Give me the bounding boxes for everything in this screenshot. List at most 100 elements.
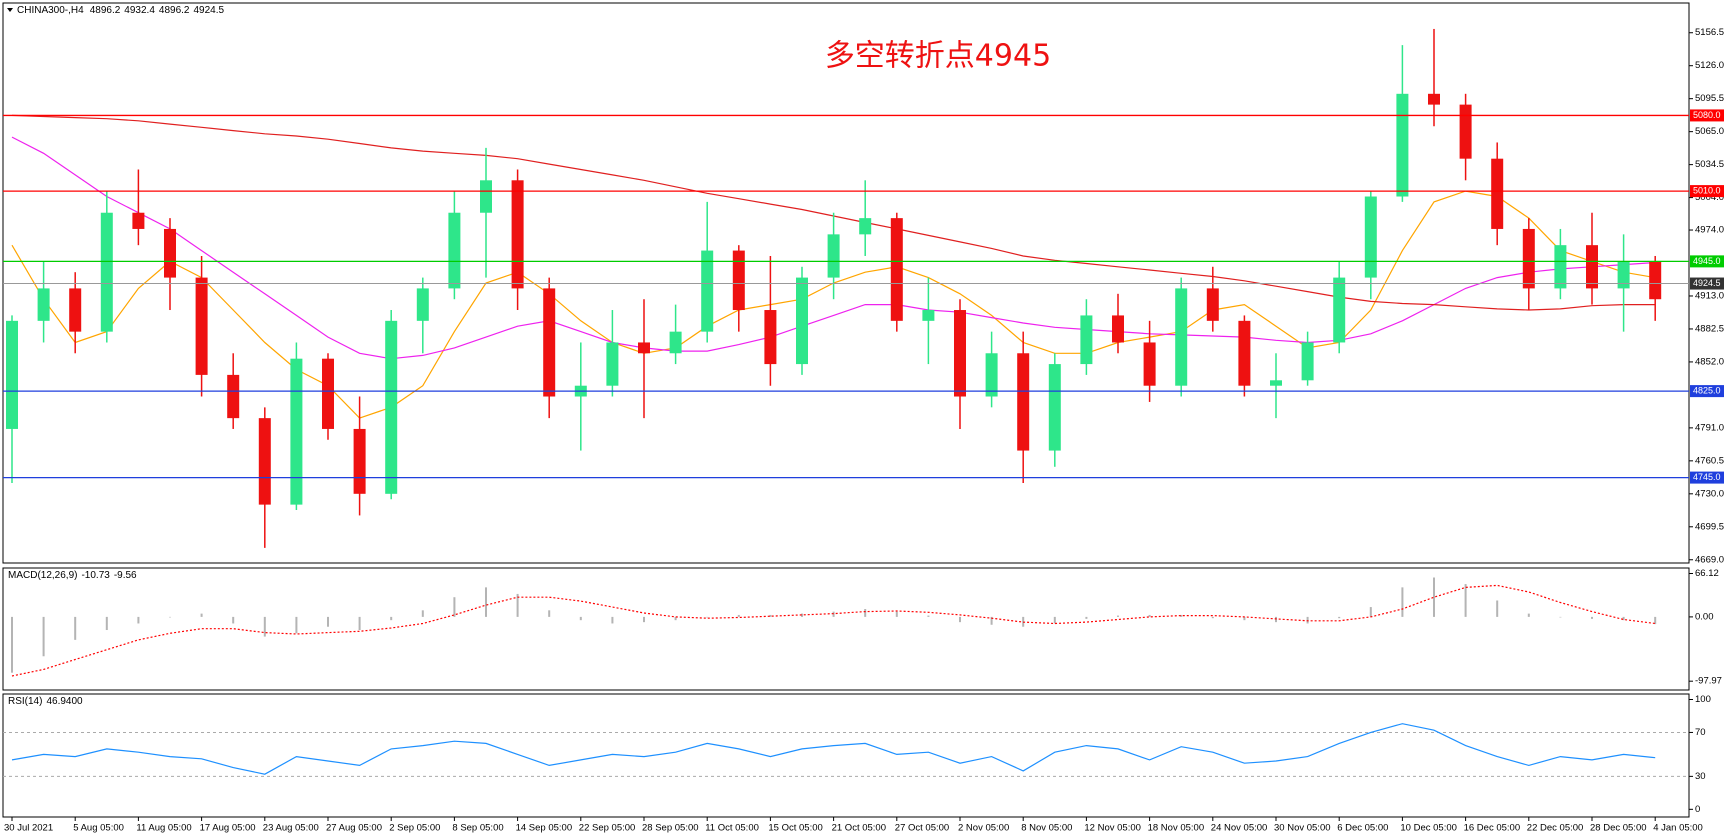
x-tick-label: 11 Oct 05:00 xyxy=(705,823,759,834)
macd-bar xyxy=(927,615,930,617)
x-tick-label: 28 Dec 05:00 xyxy=(1590,823,1647,834)
macd-bar xyxy=(516,593,519,617)
menu-triangle xyxy=(7,8,13,12)
candle-body xyxy=(922,310,935,321)
y-tick-label: 0.00 xyxy=(1695,611,1714,622)
candle-body xyxy=(1301,342,1314,381)
macd-label: MACD(12,26,9) xyxy=(8,570,77,581)
x-tick-label: 24 Nov 05:00 xyxy=(1211,823,1268,834)
macd-bar xyxy=(1369,607,1372,617)
candle-body xyxy=(638,342,650,354)
candle-body xyxy=(448,212,461,289)
y-tick-label: 4730.0 xyxy=(1695,488,1724,499)
symbol: CHINA300-,H4 xyxy=(17,5,84,16)
macd-bar xyxy=(327,616,329,627)
moving-average xyxy=(11,136,1656,360)
y-tick-label: 70 xyxy=(1695,727,1706,738)
level-label: 4945.0 xyxy=(1693,256,1721,266)
candle-body xyxy=(796,277,808,365)
candle-body xyxy=(37,288,50,321)
macd-bar xyxy=(200,613,203,617)
x-tick-label: 22 Dec 05:00 xyxy=(1527,823,1584,834)
main-panel xyxy=(2,2,1690,564)
candle-body xyxy=(827,234,840,278)
level-label: 5010.0 xyxy=(1693,185,1721,195)
quote-high: 4932.4 xyxy=(124,5,155,16)
y-tick-label: 4852.0 xyxy=(1695,356,1724,367)
candle-body xyxy=(164,228,176,278)
candle-body xyxy=(1080,315,1093,365)
x-tick-label: 6 Dec 05:00 xyxy=(1337,823,1388,834)
candle-body xyxy=(1586,245,1598,289)
candle-body xyxy=(890,218,903,321)
macd-bar xyxy=(1085,616,1088,619)
macd-readout: -10.73 xyxy=(81,570,110,581)
candle-body xyxy=(100,212,113,332)
x-tick-label: 22 Sep 05:00 xyxy=(579,823,636,834)
candle-body xyxy=(1459,104,1472,159)
x-tick-label: 27 Oct 05:00 xyxy=(895,823,949,834)
annotation: 多空转折点4945 xyxy=(825,39,1051,74)
x-tick-label: 28 Sep 05:00 xyxy=(642,823,699,834)
macd-bar xyxy=(864,609,867,617)
macd-bar xyxy=(1275,616,1277,623)
quote-low: 4896.2 xyxy=(159,5,190,16)
quote-close: 4924.5 xyxy=(193,5,224,16)
main-header: CHINA300-,H4 4896.2 4932.4 4896.2 4924.5 xyxy=(17,5,225,16)
macd-bar xyxy=(1496,600,1499,617)
level-label-box xyxy=(1690,471,1724,484)
macd-bar xyxy=(1306,616,1309,624)
level-label: 4825.0 xyxy=(1693,385,1721,395)
candle-body xyxy=(1175,288,1188,386)
macd-bar xyxy=(453,597,456,617)
candle-body xyxy=(669,331,682,354)
x-tick-label: 16 Dec 05:00 xyxy=(1464,823,1521,834)
level-label: 4745.0 xyxy=(1693,472,1721,482)
macd-bar xyxy=(137,616,140,624)
level-label-box xyxy=(1690,109,1724,122)
macd-bar xyxy=(674,616,677,621)
macd-bar xyxy=(1211,616,1214,619)
candle-body xyxy=(480,180,492,213)
candle-body xyxy=(511,180,524,289)
candle-body xyxy=(1428,93,1440,105)
candle-body xyxy=(1143,342,1156,386)
candle-body xyxy=(322,358,334,429)
candle-body xyxy=(195,277,208,375)
macd-bar xyxy=(1338,616,1341,619)
macd-bar xyxy=(421,610,424,617)
x-tick-label: 2 Nov 05:00 xyxy=(958,823,1009,834)
candle-body xyxy=(859,218,872,235)
macd-bar xyxy=(390,616,393,621)
candle-body xyxy=(1554,245,1567,289)
macd-bar xyxy=(1180,614,1183,617)
level-label-box xyxy=(1690,385,1724,398)
macd-bar xyxy=(295,616,298,634)
macd-panel xyxy=(2,567,1690,691)
x-tick-label: 17 Aug 05:00 xyxy=(200,823,256,834)
candle-body xyxy=(69,288,82,332)
macd-bar xyxy=(74,616,77,640)
macd-bar xyxy=(11,616,13,673)
macd-bar xyxy=(1433,577,1435,617)
x-tick-label: 18 Nov 05:00 xyxy=(1148,823,1205,834)
rsi-panel xyxy=(2,693,1690,818)
macd-bar xyxy=(1053,616,1056,624)
y-tick-label: 4669.0 xyxy=(1695,554,1724,565)
y-tick-label: 4882.5 xyxy=(1695,323,1724,334)
macd-bar xyxy=(358,616,361,631)
macd-bar xyxy=(769,614,772,617)
candle-body xyxy=(954,310,966,397)
candle-body xyxy=(132,212,145,229)
y-tick-label: 5095.5 xyxy=(1695,93,1724,104)
candle-body xyxy=(1112,315,1124,343)
macd-bar xyxy=(485,587,487,617)
y-tick-label: 66.12 xyxy=(1695,568,1719,579)
macd-bar xyxy=(1654,616,1657,625)
macd-bar xyxy=(832,611,835,617)
macd-bar xyxy=(706,616,709,618)
y-tick-label: 4791.0 xyxy=(1695,422,1724,433)
y-tick-label: 5126.0 xyxy=(1695,60,1724,71)
